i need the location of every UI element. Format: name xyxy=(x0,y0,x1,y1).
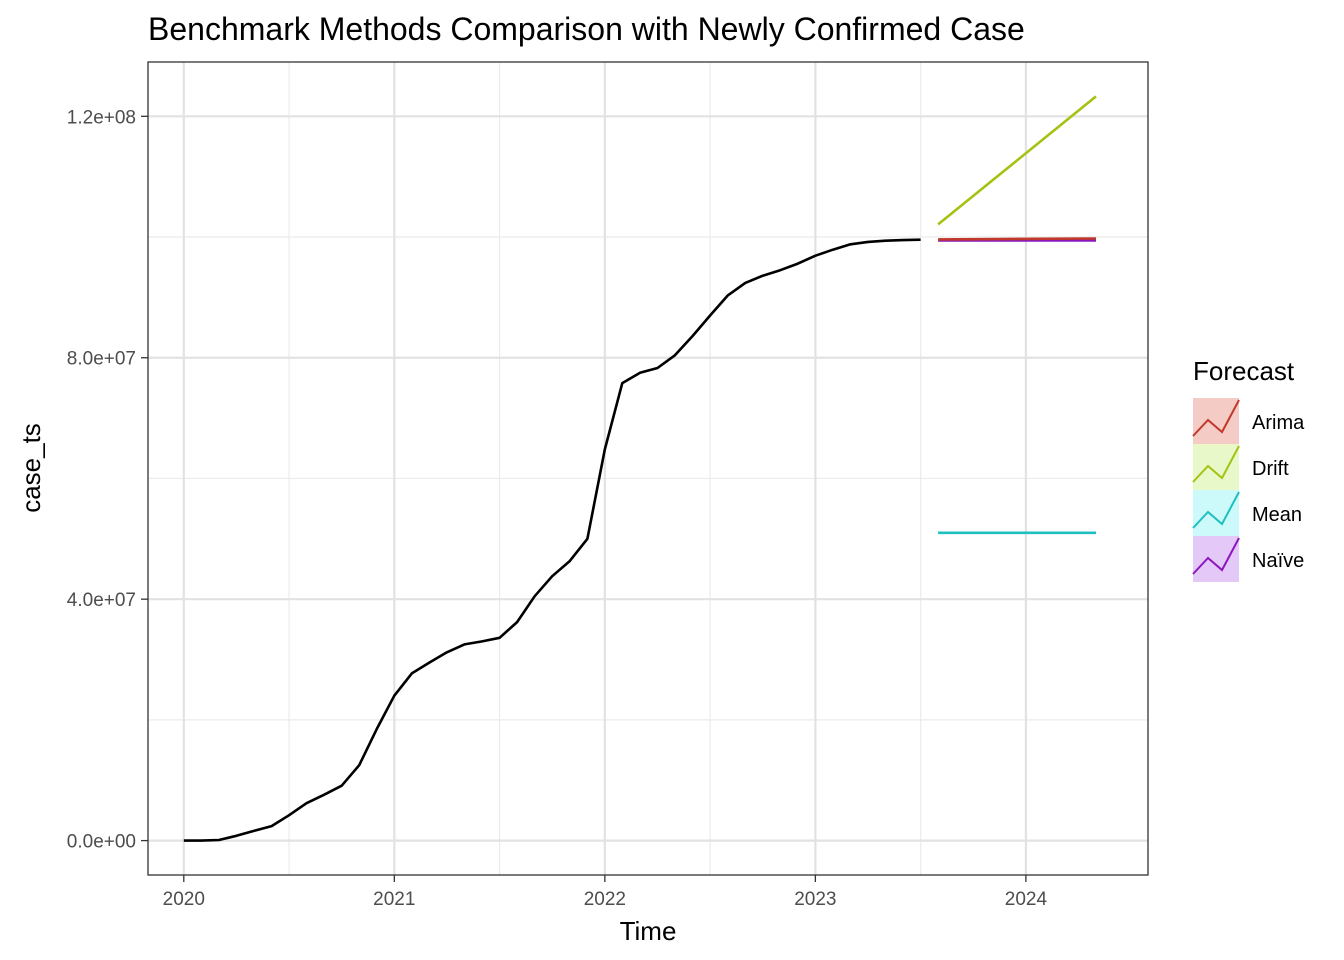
legend-item-nave: Naïve xyxy=(1192,536,1304,582)
y-tick-label: 8.0e+07 xyxy=(67,349,136,370)
legend-key-band xyxy=(1193,490,1239,536)
x-tick-label: 2020 xyxy=(163,889,205,910)
x-tick-label: 2023 xyxy=(794,889,836,910)
panel-border xyxy=(147,61,1149,876)
legend-key-band xyxy=(1193,536,1239,582)
x-axis: 2020 2021 2022 2023 2024 xyxy=(163,875,1048,910)
legend-key-band xyxy=(1193,398,1239,444)
plot-panel xyxy=(147,61,1149,876)
y-tick-label: 0.0e+00 xyxy=(67,832,136,853)
major-gridlines xyxy=(148,62,1148,875)
legend: Forecast Arima Drift Mean Naïve xyxy=(1192,356,1305,582)
legend-items: Arima Drift Mean Naïve xyxy=(1192,398,1305,582)
legend-key-line xyxy=(1192,445,1240,483)
observed-series-line xyxy=(183,238,921,842)
legend-title: Forecast xyxy=(1193,356,1295,386)
y-tick-label: 4.0e+07 xyxy=(67,590,136,611)
x-tick-label: 2022 xyxy=(584,889,626,910)
forecast-line-drift xyxy=(937,95,1097,226)
legend-item-arima: Arima xyxy=(1192,398,1305,444)
legend-label: Mean xyxy=(1252,504,1302,526)
y-axis-label: case_ts xyxy=(16,423,46,513)
legend-label: Drift xyxy=(1252,458,1289,480)
forecast-line-arima xyxy=(938,237,1097,241)
x-tick-label: 2024 xyxy=(1005,889,1048,910)
x-axis-label: Time xyxy=(620,916,677,946)
legend-item-drift: Drift xyxy=(1192,444,1289,490)
legend-label: Arima xyxy=(1252,412,1305,434)
legend-key-line xyxy=(1192,399,1240,437)
y-axis: 0.0e+00 4.0e+07 8.0e+07 1.2e+08 xyxy=(67,107,148,853)
series-lines xyxy=(183,95,1097,842)
legend-key-line xyxy=(1192,491,1240,529)
legend-item-mean: Mean xyxy=(1192,490,1302,536)
y-tick-label: 1.2e+08 xyxy=(67,107,136,128)
chart-title: Benchmark Methods Comparison with Newly … xyxy=(148,11,1025,47)
panel-background xyxy=(148,62,1148,875)
legend-key-band xyxy=(1193,444,1239,490)
minor-gridlines xyxy=(148,62,1148,875)
legend-key-line xyxy=(1192,537,1240,575)
x-tick-label: 2021 xyxy=(373,889,415,910)
legend-label: Naïve xyxy=(1252,550,1304,572)
